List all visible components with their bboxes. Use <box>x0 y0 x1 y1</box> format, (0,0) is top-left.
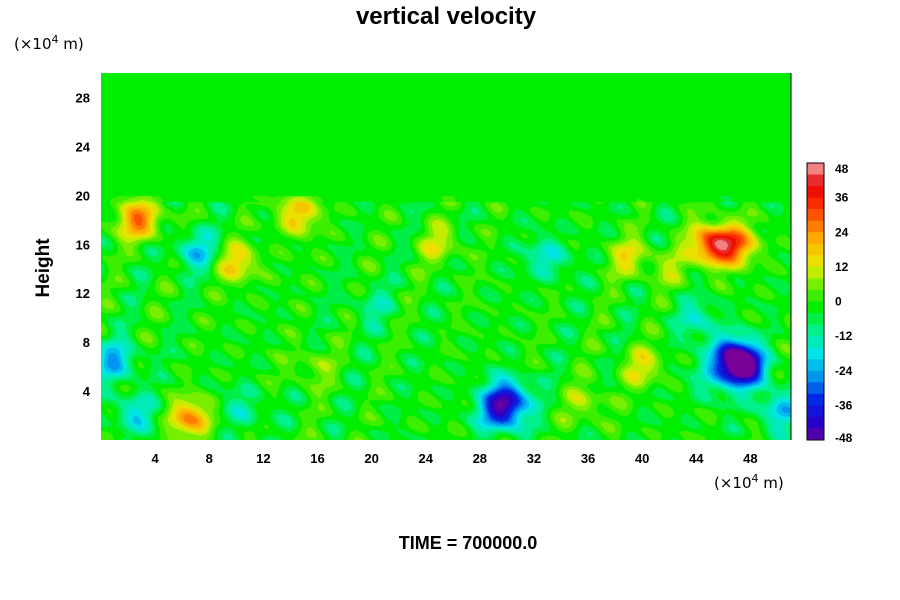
colorbar-band <box>807 163 824 176</box>
colorbar-band <box>807 186 824 199</box>
x-unit-prefix: (×10 <box>714 474 752 492</box>
y-unit-prefix: (×10 <box>14 35 52 53</box>
colorbar-ticks: 48 36 24 12 0 -12 -24 -36 -48 <box>835 162 853 445</box>
x-tick-label: 48 <box>743 451 757 466</box>
y-unit-exp: 4 <box>52 33 59 46</box>
colorbar-band <box>807 370 824 383</box>
colorbar-band <box>807 359 824 372</box>
x-tick-label: 32 <box>527 451 541 466</box>
colorbar-band <box>807 336 824 349</box>
x-tick-label: 24 <box>418 451 433 466</box>
x-axis-ticks: 4 8 12 16 20 24 28 32 36 40 44 48 <box>152 451 758 466</box>
x-tick-label: 28 <box>473 451 487 466</box>
y-axis-label: Height <box>33 238 54 298</box>
colorbar-band <box>807 405 824 418</box>
colorbar-band <box>807 243 824 256</box>
x-tick-label: 8 <box>206 451 213 466</box>
colorbar-tick-label: 36 <box>835 191 849 205</box>
y-tick-label: 8 <box>83 335 90 350</box>
x-tick-label: 4 <box>152 451 160 466</box>
plot-area <box>101 73 792 440</box>
velocity-field <box>101 73 791 440</box>
colorbar-band <box>807 347 824 360</box>
colorbar-tick-label: 48 <box>835 162 849 176</box>
x-tick-label: 40 <box>635 451 649 466</box>
colorbar-band <box>807 416 824 429</box>
colorbar-band <box>807 428 824 441</box>
colorbar-tick-label: 0 <box>835 295 842 309</box>
y-tick-label: 20 <box>76 188 90 203</box>
colorbar-band <box>807 174 824 187</box>
colorbar-band <box>807 313 824 326</box>
y-tick-label: 4 <box>83 384 91 399</box>
colorbar-tick-label: 24 <box>835 225 849 239</box>
colorbar-tick-label: -24 <box>835 364 853 378</box>
x-tick-label: 44 <box>689 451 704 466</box>
x-tick-label: 36 <box>581 451 595 466</box>
x-tick-label: 16 <box>310 451 324 466</box>
colorbar-band <box>807 220 824 233</box>
colorbar-tick-label: -12 <box>835 329 853 343</box>
colorbar-band <box>807 232 824 245</box>
colorbar-band <box>807 324 824 337</box>
x-unit-suffix: m) <box>759 474 784 492</box>
colorbar-band <box>807 301 824 314</box>
colorbar-band <box>807 278 824 291</box>
x-unit-label: (×104 m) <box>714 472 784 492</box>
chart-title: vertical velocity <box>356 3 537 30</box>
colorbar-band <box>807 289 824 302</box>
colorbar-border <box>806 162 825 441</box>
x-tick-label: 20 <box>364 451 378 466</box>
y-unit-suffix: m) <box>59 35 84 53</box>
x-tick-label: 12 <box>256 451 270 466</box>
y-tick-label: 16 <box>76 237 90 252</box>
colorbar-band <box>807 197 824 210</box>
colorbar-tick-label: -36 <box>835 398 853 412</box>
colorbar-band <box>807 393 824 406</box>
y-tick-label: 12 <box>76 286 90 301</box>
colorbar-band <box>807 266 824 279</box>
colorbar <box>806 162 825 441</box>
colorbar-tick-label: -48 <box>835 431 853 445</box>
colorbar-band <box>807 382 824 395</box>
colorbar-band <box>807 209 824 222</box>
x-unit-exp: 4 <box>752 472 759 485</box>
time-label: TIME = 700000.0 <box>399 533 538 553</box>
colorbar-tick-label: 12 <box>835 260 849 274</box>
y-axis-ticks: 4 8 12 16 20 24 28 <box>76 90 91 399</box>
y-unit-label: (×104 m) <box>14 33 84 53</box>
y-tick-label: 24 <box>76 139 91 154</box>
colorbar-band <box>807 255 824 268</box>
y-tick-label: 28 <box>76 90 90 105</box>
plot-field-container <box>101 73 791 440</box>
